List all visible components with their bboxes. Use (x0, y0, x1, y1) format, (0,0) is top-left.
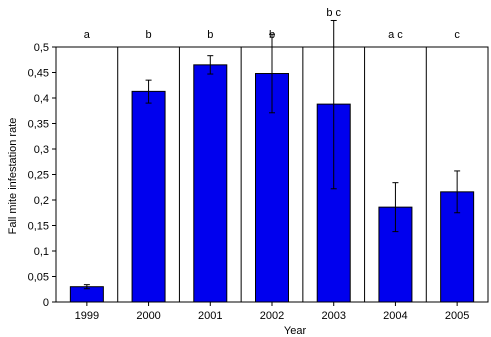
significance-label: c (454, 29, 460, 41)
error-bars-group (83, 19, 461, 290)
bar (193, 64, 228, 303)
significance-labels-group: a b b b b c a c c (84, 7, 461, 41)
x-tick-label: 2004 (383, 310, 407, 322)
x-tick-label: 2000 (136, 310, 160, 322)
y-tick-label: 0,35 (28, 119, 49, 131)
y-tick-label: 0,45 (28, 68, 49, 80)
y-tick-label: 0,05 (28, 272, 49, 284)
y-tick-label: 0,3 (34, 144, 49, 156)
y-tick-label: 0 (43, 297, 49, 309)
significance-label: b (146, 29, 152, 41)
x-tick-label: 1999 (75, 310, 99, 322)
x-tick-label: 2002 (260, 310, 284, 322)
significance-label: b (269, 29, 275, 41)
bar (131, 90, 166, 303)
significance-label: b (207, 29, 213, 41)
x-axis-title: Year (284, 325, 307, 337)
x-tick-label: 2003 (321, 310, 345, 322)
y-tick-label: 0,2 (34, 195, 49, 207)
significance-label: a c (388, 29, 403, 41)
y-tick-label: 0,15 (28, 221, 49, 233)
y-tick-label: 0,1 (34, 246, 49, 258)
x-tick-label: 2001 (198, 310, 222, 322)
x-axis: 1999 2000 2001 2002 2003 2004 2005 (75, 302, 469, 322)
significance-label: a (84, 29, 91, 41)
y-axis-title: Fall mite infestation rate (7, 118, 19, 235)
x-tick-label: 2005 (445, 310, 469, 322)
y-tick-label: 0,25 (28, 170, 49, 182)
y-axis: 0 0,05 0,1 0,15 0,2 0,25 0,3 0,35 0,4 0,45 0,5 (28, 42, 56, 309)
y-tick-label: 0,5 (34, 42, 49, 54)
significance-label: b c (326, 7, 341, 19)
y-tick-label: 0,4 (34, 93, 49, 105)
